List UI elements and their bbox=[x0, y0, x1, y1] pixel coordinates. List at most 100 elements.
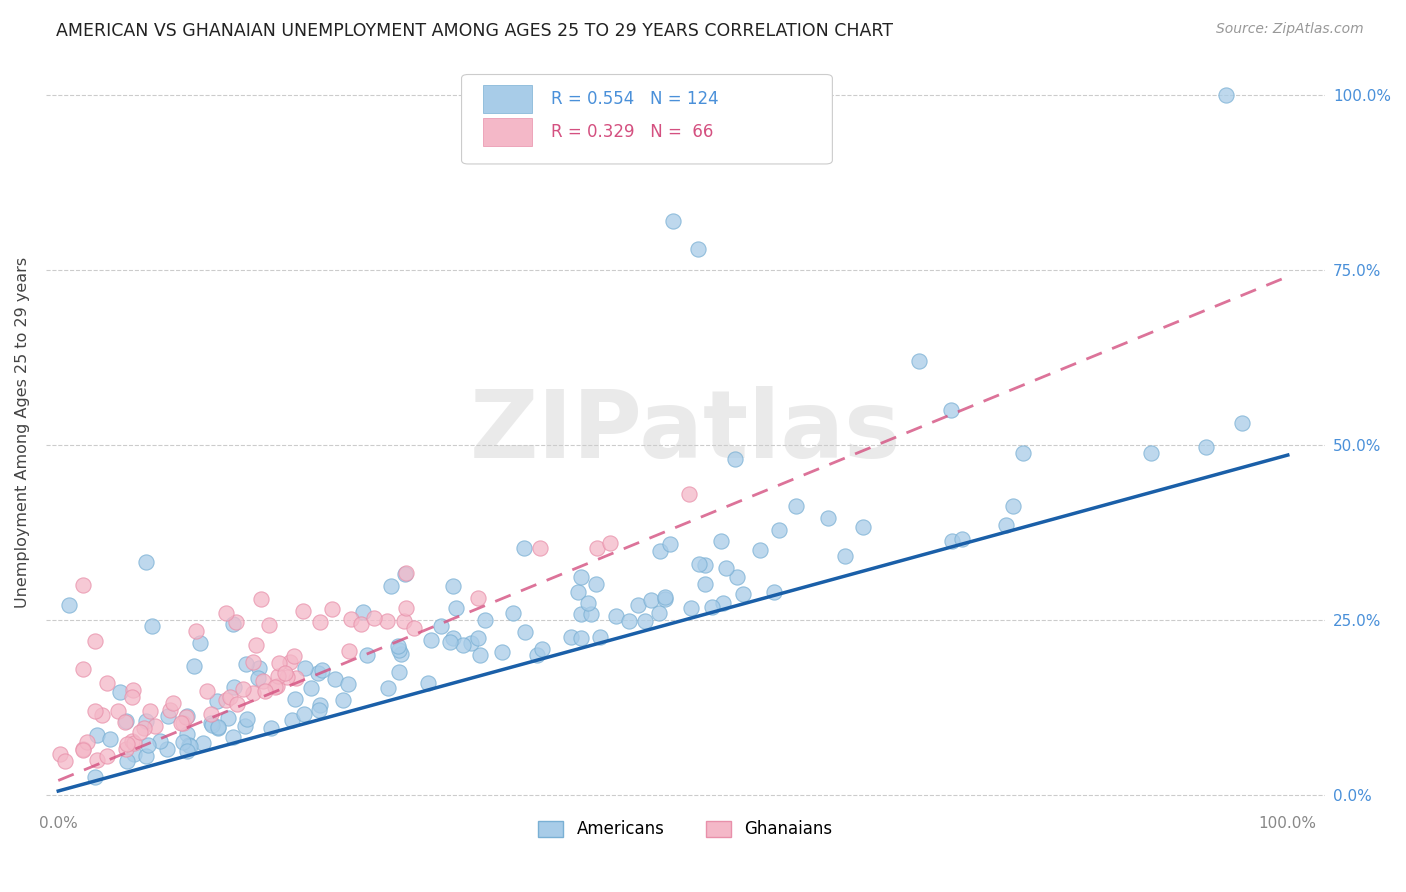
Point bbox=[235, 657, 257, 671]
Point bbox=[115, 737, 138, 751]
Point bbox=[96, 675, 118, 690]
Point bbox=[135, 555, 157, 569]
Point bbox=[389, 648, 412, 662]
Point bbox=[662, 213, 685, 227]
Point bbox=[388, 665, 411, 680]
Point bbox=[207, 720, 229, 734]
Point bbox=[260, 722, 283, 736]
Point bbox=[640, 592, 662, 607]
Point bbox=[281, 713, 304, 727]
Point bbox=[232, 681, 254, 696]
Point bbox=[110, 685, 132, 699]
Point bbox=[135, 714, 157, 728]
Point bbox=[394, 567, 416, 582]
Point bbox=[749, 543, 772, 558]
Point bbox=[115, 714, 138, 728]
Point bbox=[283, 649, 305, 664]
Point bbox=[83, 771, 105, 785]
Point bbox=[179, 739, 201, 753]
Point bbox=[96, 749, 118, 764]
Point bbox=[569, 632, 592, 646]
Point bbox=[135, 749, 157, 764]
Point bbox=[193, 736, 215, 750]
Point bbox=[350, 617, 373, 632]
FancyBboxPatch shape bbox=[484, 85, 531, 113]
Point bbox=[491, 645, 513, 659]
Point bbox=[817, 510, 839, 524]
Text: AMERICAN VS GHANAIAN UNEMPLOYMENT AMONG AGES 25 TO 29 YEARS CORRELATION CHART: AMERICAN VS GHANAIAN UNEMPLOYMENT AMONG … bbox=[56, 22, 893, 40]
Point bbox=[139, 704, 162, 718]
Point bbox=[242, 655, 264, 669]
Point bbox=[143, 718, 166, 732]
Point bbox=[292, 603, 315, 617]
Point bbox=[76, 735, 98, 749]
Point bbox=[678, 486, 700, 500]
Point bbox=[263, 680, 285, 694]
Point bbox=[441, 579, 464, 593]
Point bbox=[183, 659, 205, 673]
Point bbox=[530, 642, 553, 657]
Point bbox=[395, 566, 418, 581]
Point bbox=[172, 735, 194, 749]
Point bbox=[1195, 441, 1218, 455]
Point bbox=[700, 599, 723, 614]
Point bbox=[418, 676, 440, 690]
Point bbox=[236, 712, 259, 726]
Point bbox=[115, 754, 138, 768]
Point bbox=[579, 607, 602, 622]
Point bbox=[222, 681, 245, 695]
Point bbox=[723, 451, 745, 466]
Point bbox=[309, 698, 332, 712]
Point bbox=[184, 624, 207, 639]
Point bbox=[226, 697, 249, 711]
Point bbox=[659, 537, 682, 551]
FancyBboxPatch shape bbox=[461, 75, 832, 164]
Point bbox=[686, 242, 709, 256]
Point bbox=[176, 744, 198, 758]
Point bbox=[589, 630, 612, 644]
Point bbox=[309, 615, 332, 630]
Point bbox=[222, 730, 245, 744]
Point bbox=[1230, 416, 1253, 430]
Point bbox=[156, 742, 179, 756]
Point bbox=[356, 648, 378, 662]
Point bbox=[122, 747, 145, 761]
Y-axis label: Unemployment Among Ages 25 to 29 years: Unemployment Among Ages 25 to 29 years bbox=[15, 257, 30, 607]
Point bbox=[174, 709, 197, 723]
Point bbox=[91, 707, 114, 722]
Point bbox=[634, 614, 657, 628]
Point bbox=[560, 631, 582, 645]
Point bbox=[460, 636, 482, 650]
Point bbox=[617, 615, 640, 629]
Point bbox=[311, 663, 333, 677]
Point bbox=[994, 517, 1017, 532]
Point bbox=[576, 596, 599, 610]
Point bbox=[200, 707, 222, 722]
Point bbox=[340, 612, 363, 626]
Point bbox=[259, 618, 281, 632]
Point bbox=[176, 709, 198, 723]
Point bbox=[207, 721, 229, 735]
Point bbox=[763, 584, 786, 599]
Point bbox=[529, 541, 551, 555]
Point bbox=[307, 666, 329, 681]
Point bbox=[395, 601, 418, 615]
Point bbox=[176, 727, 198, 741]
Point bbox=[84, 633, 107, 648]
Text: R = 0.554   N = 124: R = 0.554 N = 124 bbox=[551, 90, 718, 108]
Point bbox=[276, 670, 298, 684]
Point bbox=[439, 634, 461, 648]
Point bbox=[58, 598, 80, 612]
Point bbox=[513, 624, 536, 639]
Point bbox=[179, 738, 201, 752]
Point bbox=[323, 672, 346, 686]
Point bbox=[84, 704, 107, 718]
Point bbox=[136, 738, 159, 752]
Point bbox=[159, 703, 181, 717]
Point bbox=[567, 585, 589, 599]
Point bbox=[941, 534, 963, 549]
Point bbox=[768, 523, 790, 537]
Point bbox=[402, 621, 425, 635]
Point bbox=[1001, 499, 1024, 513]
Point bbox=[121, 690, 143, 704]
